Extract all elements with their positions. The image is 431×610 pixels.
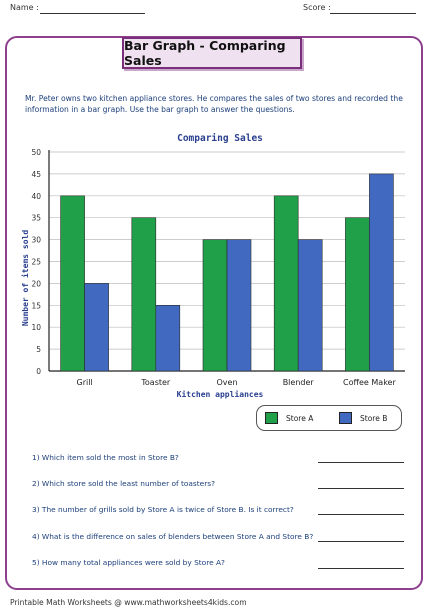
y-tick-label: 35 [31,214,41,223]
answer-line-3[interactable] [318,514,404,515]
x-axis-label: Kitchen appliances [176,390,264,399]
chart-title: Comparing Sales [177,133,263,144]
y-tick-label: 0 [36,367,41,376]
bar-store-a [345,217,370,372]
legend-swatch-store-b [339,412,352,424]
bar-store-b [84,283,109,372]
answer-line-4[interactable] [318,541,404,542]
worksheet-title: Bar Graph - Comparing Sales [122,37,302,69]
x-tick-label: Blender [283,378,315,387]
y-tick-label: 25 [31,258,41,267]
y-tick-label: 10 [31,323,41,332]
answer-line-5[interactable] [318,568,404,569]
y-tick-label: 40 [31,192,41,201]
bar-store-a [273,195,299,372]
legend-label-store-a: Store A [286,414,314,423]
bar-store-b [297,239,323,372]
legend-label-store-b: Store B [360,414,388,423]
question-1: 1) Which item sold the most in Store B? [32,453,179,462]
y-tick-label: 20 [31,279,41,288]
question-5: 5) How many total appliances were sold b… [32,558,225,567]
bar-store-b [155,304,181,372]
name-line[interactable] [40,13,145,14]
score-line[interactable] [330,13,416,14]
question-4: 4) What is the difference on sales of bl… [32,532,314,541]
x-tick-label: Coffee Maker [343,378,396,387]
x-tick-label: Grill [77,378,93,387]
y-tick-label: 30 [31,236,41,245]
bar-store-a [202,239,228,372]
answer-line-2[interactable] [318,488,404,489]
footer-text: Printable Math Worksheets @ www.mathwork… [10,598,247,607]
bar-store-a [60,195,85,372]
y-tick-label: 5 [36,345,41,354]
intro-text: Mr. Peter owns two kitchen appliance sto… [25,94,403,114]
question-2: 2) Which store sold the least number of … [32,479,216,488]
name-label: Name : [10,3,39,12]
score-label: Score : [303,3,331,12]
question-3: 3) The number of grills sold by Store A … [32,505,294,514]
bar-store-b [226,239,252,372]
y-tick-label: 45 [31,170,41,179]
y-tick-label: 15 [31,301,41,310]
answer-line-1[interactable] [318,462,404,463]
legend-swatch-store-a [265,412,278,424]
y-tick-label: 50 [31,148,41,157]
bar-store-b [369,173,394,372]
legend: Store A Store B [256,405,402,431]
bar-store-a [131,217,157,372]
x-tick-label: Oven [216,378,237,387]
x-tick-label: Toaster [140,378,171,387]
